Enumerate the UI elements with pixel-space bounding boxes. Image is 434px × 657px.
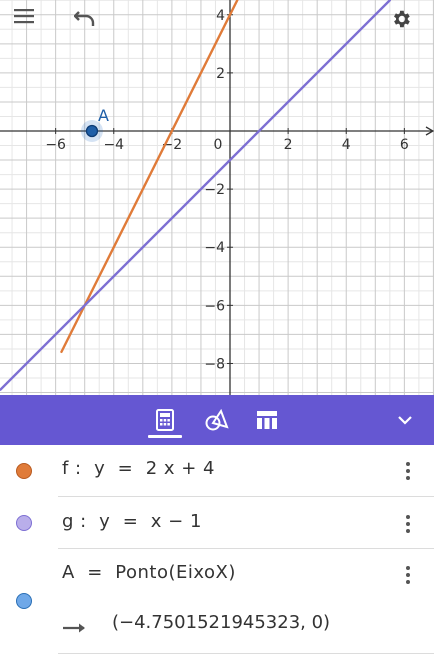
algebra-row-f[interactable]: f : y = 2 x + 4 — [0, 445, 434, 497]
y-tick-label: 4 — [216, 8, 225, 24]
visibility-dot-g[interactable] — [16, 515, 32, 531]
x-tick-label: 2 — [284, 137, 293, 153]
algebra-row-g[interactable]: g : y = x − 1 — [0, 497, 434, 549]
x-tick-label: −4 — [103, 137, 124, 153]
x-tick-label: 0 — [214, 137, 223, 153]
algebra-row-a[interactable]: A = Ponto(EixoX) (−4.7501521945323, 0) — [0, 549, 434, 655]
x-tick-label: 4 — [342, 137, 351, 153]
y-tick-label: 2 — [216, 66, 225, 82]
y-tick-label: −2 — [204, 182, 225, 198]
more-options-icon[interactable] — [398, 459, 418, 483]
algebra-view: f : y = 2 x + 4 g : y = x − 1 A = Ponto(… — [0, 445, 434, 657]
graphics-view[interactable]: −6 −4 −2 0 2 4 6 4 2 −2 −4 −6 −8 A — [0, 0, 434, 395]
more-options-icon[interactable] — [398, 512, 418, 536]
perspective-toolbar — [0, 395, 434, 445]
y-tick-label: −6 — [204, 298, 225, 314]
x-tick-label: −6 — [45, 137, 66, 153]
coordinate-plane[interactable]: −6 −4 −2 0 2 4 642−2−4−6−8 A — [0, 0, 434, 395]
chevron-down-icon[interactable] — [390, 405, 420, 435]
visibility-dot-f[interactable] — [16, 463, 32, 479]
output-value-a: (−4.7501521945323, 0) — [112, 612, 331, 633]
geometry-tools-icon[interactable] — [202, 405, 232, 435]
x-axis-arrow — [425, 126, 434, 136]
visibility-dot-a[interactable] — [16, 593, 32, 609]
expression-f[interactable]: f : y = 2 x + 4 — [62, 458, 215, 479]
y-tick-label: −8 — [204, 356, 225, 372]
hamburger-menu-icon[interactable] — [14, 8, 44, 38]
x-tick-label: 6 — [400, 137, 409, 153]
point-A[interactable] — [85, 124, 99, 138]
table-icon[interactable] — [252, 405, 282, 435]
y-tick-label: −4 — [204, 240, 225, 256]
more-options-icon[interactable] — [398, 563, 418, 587]
output-arrow-icon — [62, 619, 88, 638]
point-label-A: A — [98, 106, 109, 125]
expression-g[interactable]: g : y = x − 1 — [62, 511, 202, 532]
calculator-icon[interactable] — [150, 405, 180, 435]
active-tab-indicator — [148, 435, 182, 438]
line-f[interactable] — [60, 0, 239, 354]
undo-icon[interactable] — [74, 8, 104, 38]
line-g[interactable] — [0, 0, 392, 391]
expression-a[interactable]: A = Ponto(EixoX) — [62, 562, 236, 583]
row-divider — [58, 548, 434, 549]
row-divider — [58, 496, 434, 497]
row-divider — [58, 653, 434, 654]
gear-icon[interactable] — [390, 8, 420, 38]
